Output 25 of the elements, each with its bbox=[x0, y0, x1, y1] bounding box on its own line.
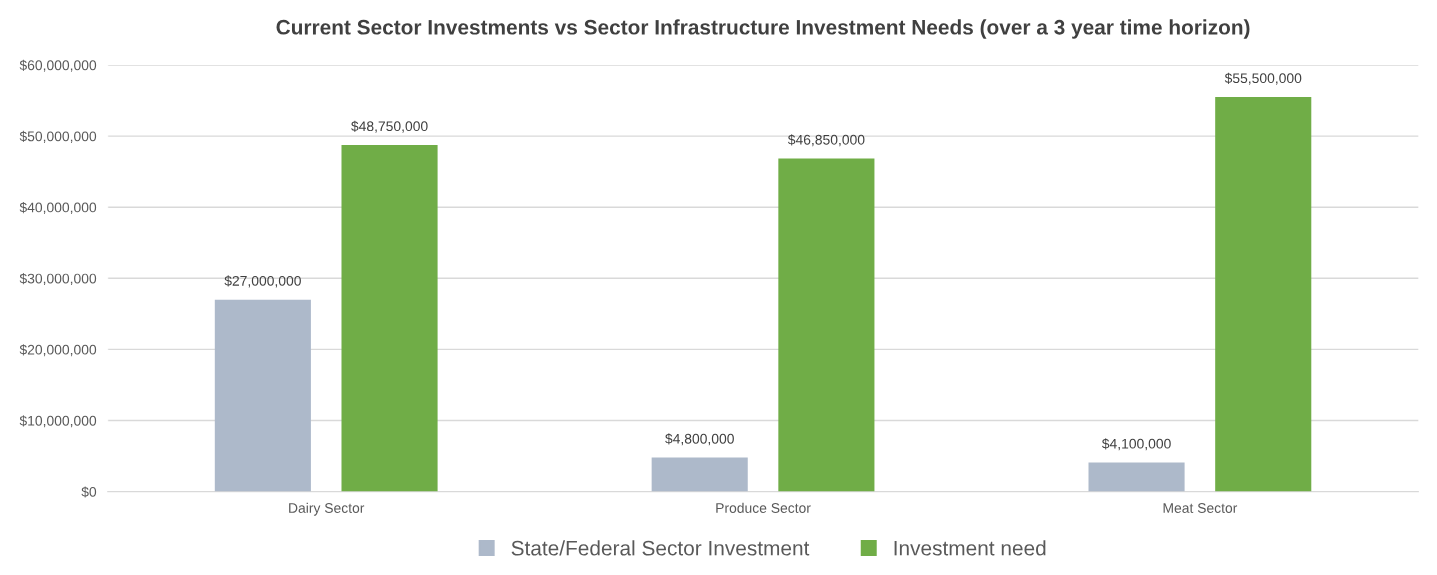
y-tick-label: $40,000,000 bbox=[19, 201, 97, 214]
bar bbox=[214, 299, 311, 492]
bar bbox=[651, 457, 748, 492]
bar bbox=[341, 144, 438, 492]
chart-title: Current Sector Investments vs Sector Infrastructure Investment Needs (over a 3 year time horizon) bbox=[276, 19, 1250, 39]
bar bbox=[778, 158, 875, 492]
y-tick-label: $0 bbox=[81, 486, 97, 498]
y-tick-label: $20,000,000 bbox=[19, 344, 97, 357]
y-tick-label: $10,000,000 bbox=[19, 415, 97, 428]
data-label: $4,100,000 bbox=[1101, 438, 1171, 451]
x-tick-label: Produce Sector bbox=[716, 502, 811, 513]
x-tick-label: Meat Sector bbox=[1163, 503, 1238, 513]
bar bbox=[1215, 96, 1312, 492]
y-tick-label: $50,000,000 bbox=[19, 130, 97, 143]
y-tick-label: $30,000,000 bbox=[19, 273, 97, 286]
data-label: $27,000,000 bbox=[224, 275, 301, 288]
y-tick-label: $60,000,000 bbox=[19, 59, 97, 72]
data-label: $55,500,000 bbox=[1224, 72, 1302, 85]
data-label: $48,750,000 bbox=[351, 120, 428, 133]
data-label: $46,850,000 bbox=[787, 134, 865, 147]
x-tick-label: Dairy Sector bbox=[289, 502, 365, 516]
bar bbox=[1088, 462, 1185, 492]
legend-label: State/Federal Sector Investment bbox=[511, 540, 810, 556]
legend-label: Investment need bbox=[894, 540, 1046, 556]
data-label: $4,800,000 bbox=[665, 433, 734, 446]
